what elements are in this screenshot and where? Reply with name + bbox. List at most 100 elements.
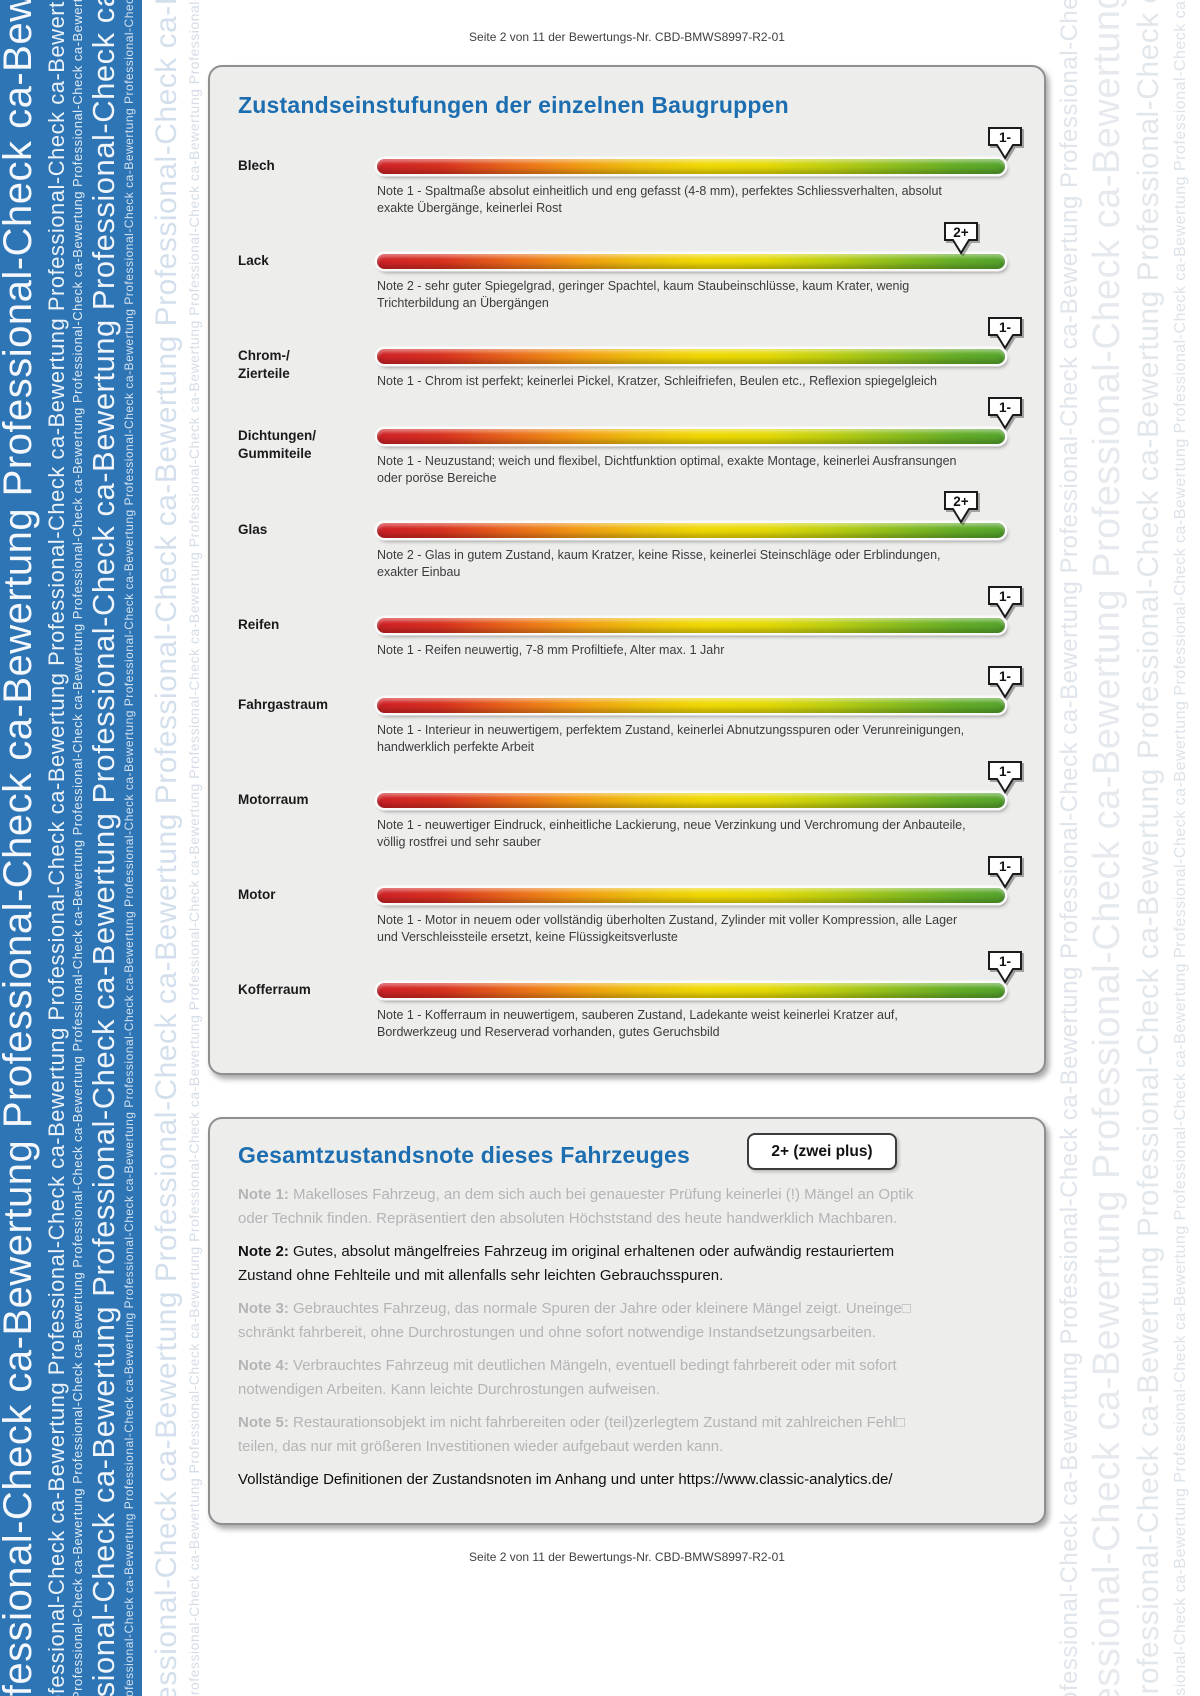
rating-row-blech: Blech 1- Note 1 - Spaltmaße absolut einh… xyxy=(210,127,1044,249)
row-label: Chrom-/ Zierteile xyxy=(238,348,290,381)
grade-badge-text: 1- xyxy=(999,589,1011,604)
note-text: Gutes, absolut mängelfreies Fahrzeug im … xyxy=(238,1243,895,1284)
grade-badge-shape xyxy=(988,127,1022,160)
note-text: Verbrauchtes Fahrzeug mit deutlichen Män… xyxy=(238,1357,897,1398)
condition-gradient-bar: 1- xyxy=(377,856,1022,903)
grade-badge-shape xyxy=(988,666,1022,699)
condition-gradient-bar: 1- xyxy=(377,586,1022,633)
note-definition-1: Note 1: Makelloses Fahrzeug, an dem sich… xyxy=(238,1183,1016,1231)
page-footer-text: Seite 2 von 11 der Bewertungs-Nr. CBD-BM… xyxy=(469,1550,785,1564)
rating-row-glas: Glas 2+ Note 2 - Glas in gutem Zustand, … xyxy=(210,491,1044,613)
page-header-text: Seite 2 von 11 der Bewertungs-Nr. CBD-BM… xyxy=(469,30,785,44)
panel-title: Zustandseinstufungen der einzelnen Baugr… xyxy=(238,92,789,118)
bg-watermark-column: Professional-Check ca-Bewertung Professi… xyxy=(1132,0,1165,1696)
rating-row-motor: Motor 1- Note 1 - Motor in neuem oder vo… xyxy=(210,856,1044,978)
bg-watermark-column: Professional-Check ca-Bewertung Professi… xyxy=(1086,0,1128,1696)
grade-badge-shape xyxy=(988,951,1022,984)
overall-grade-badge: 2+ (zwei plus) xyxy=(747,1133,897,1170)
row-label: Reifen xyxy=(238,617,280,632)
sidebar-watermark-column: Professional-Check ca-Bewertung Professi… xyxy=(86,0,121,1696)
definitions-text: Vollständige Definitionen der Zustandsno… xyxy=(238,1471,679,1488)
condition-gradient-bar: 1- xyxy=(377,761,1022,808)
note-label: Note 4: xyxy=(238,1357,289,1374)
row-label: Kofferraum xyxy=(238,982,311,997)
row-label: Blech xyxy=(238,158,275,173)
rating-row-reifen: Reifen 1- Note 1 - Reifen neuwertig, 7-8… xyxy=(210,586,1044,708)
grade-badge-shape xyxy=(988,856,1022,889)
condition-gradient-bar: 1- xyxy=(377,951,1022,998)
overall-grade-text: 2+ (zwei plus) xyxy=(771,1142,873,1160)
panel-condition-ratings: Zustandseinstufungen der einzelnen Baugr… xyxy=(208,65,1046,1075)
rating-row-motorraum: Motorraum 1- Note 1 - neuwertiger Eindru… xyxy=(210,761,1044,883)
condition-gradient-bar: 1- xyxy=(377,666,1022,713)
rating-row-lack: Lack 2+ Note 2 - sehr guter Spiegelgrad,… xyxy=(210,222,1044,344)
grade-badge: 1- xyxy=(988,127,1022,160)
grade-badge-text: 1- xyxy=(999,954,1011,969)
panel-title: Gesamtzustandsnote dieses Fahrzeuges xyxy=(238,1142,691,1168)
row-label: Motorraum xyxy=(238,792,309,807)
note-label: Note 5: xyxy=(238,1414,289,1431)
grade-badge-shape xyxy=(944,491,979,524)
note-text: Restaurationsobjekt im nicht fahrbereite… xyxy=(238,1414,905,1455)
grade-badge-shape xyxy=(988,586,1022,619)
row-label: Lack xyxy=(238,253,269,268)
grade-badge: 1- xyxy=(988,397,1022,430)
grade-badge-shape xyxy=(988,317,1022,350)
panel-overall-grade: Gesamtzustandsnote dieses Fahrzeuges 2+ … xyxy=(208,1117,1046,1525)
rating-row-fahrgastraum: Fahrgastraum 1- Note 1 - Interieur in ne… xyxy=(210,666,1044,788)
row-note: Note 1 - Interieur in neuwertigem, perfe… xyxy=(377,723,965,754)
row-label: Motor xyxy=(238,887,276,902)
note-label: Note 2: xyxy=(238,1243,289,1260)
rating-row-chrom-zierteile: Chrom-/ Zierteile 1- Note 1 - Chrom ist … xyxy=(210,317,1044,439)
grade-badge: 1- xyxy=(988,761,1022,794)
grade-badge: 1- xyxy=(988,317,1022,350)
row-note: Note 1 - Kofferraum in neuwertigem, saub… xyxy=(377,1008,898,1039)
grade-badge-shape xyxy=(988,397,1022,430)
sidebar-watermark-column: Professional-Check ca-Bewertung Professi… xyxy=(0,0,40,1696)
sidebar-watermark-column: Professional-Check ca-Bewertung Professi… xyxy=(122,0,136,1696)
grade-badge-shape xyxy=(944,222,979,255)
rating-row-dichtungen-gummiteile: Dichtungen/ Gummiteile 1- Note 1 - Neuzu… xyxy=(210,397,1044,519)
footer-definitions-line: Vollständige Definitionen der Zustandsno… xyxy=(238,1468,1016,1492)
note-label: Note 1: xyxy=(238,1186,289,1203)
condition-gradient-bar: 2+ xyxy=(377,222,1005,269)
note-definition-5: Note 5: Restaurationsobjekt im nicht fah… xyxy=(238,1411,1016,1459)
condition-gradient-bar: 1- xyxy=(377,127,1022,174)
grade-badge-text: 2+ xyxy=(953,494,969,509)
note-label: Note 3: xyxy=(238,1300,289,1317)
grade-badge-text: 1- xyxy=(999,320,1011,335)
rating-row-kofferraum: Kofferraum 1- Note 1 - Kofferraum in neu… xyxy=(210,951,1044,1073)
grade-badge-text: 1- xyxy=(999,400,1011,415)
grade-badge-text: 1- xyxy=(999,764,1011,779)
grade-badge-shape xyxy=(988,761,1022,794)
note-definition-3: Note 3: Gebrauchtes Fahrzeug, das normal… xyxy=(238,1297,1016,1345)
bg-watermark-column: Professional-Check ca-Bewertung Professi… xyxy=(1056,0,1083,1696)
bg-watermark-column: Professional-Check ca-Bewertung Professi… xyxy=(1172,0,1189,1696)
grade-badge: 2+ xyxy=(944,491,979,524)
grade-badge-text: 1- xyxy=(999,859,1011,874)
note-definition-4: Note 4: Verbrauchtes Fahrzeug mit deutli… xyxy=(238,1354,1016,1402)
row-note: Note 1 - neuwertiger Eindruck, einheitli… xyxy=(377,818,966,849)
grade-badge: 2+ xyxy=(944,222,979,255)
condition-gradient-bar: 1- xyxy=(377,397,1022,444)
row-note: Note 1 - Spaltmaße absolut einheitlich u… xyxy=(377,184,942,215)
grade-definitions: Note 1: Makelloses Fahrzeug, an dem sich… xyxy=(238,1183,1016,1507)
condition-gradient-bar: 1- xyxy=(377,317,1022,364)
grade-badge: 1- xyxy=(988,586,1022,619)
grade-badge: 1- xyxy=(988,666,1022,699)
row-note: Note 1 - Neuzustand; weich und flexibel,… xyxy=(377,454,957,485)
row-note: Note 1 - Reifen neuwertig, 7-8 mm Profil… xyxy=(377,643,725,657)
row-note: Note 1 - Chrom ist perfekt; keinerlei Pi… xyxy=(377,374,937,388)
sidebar-watermark-column: Professional-Check ca-Bewertung Professi… xyxy=(44,0,69,1696)
row-label: Fahrgastraum xyxy=(238,697,329,712)
definitions-link[interactable]: https://www.classic-analytics.de/ xyxy=(678,1471,893,1488)
grade-badge-text: 2+ xyxy=(953,225,969,240)
condition-gradient-bar: 2+ xyxy=(377,491,1005,538)
brand-sidebar: Professional-Check ca-Bewertung Professi… xyxy=(0,0,142,1696)
bg-watermark-column: Professional-Check ca-Bewertung Professi… xyxy=(150,0,183,1696)
note-text: Makelloses Fahrzeug, an dem sich auch be… xyxy=(238,1186,914,1227)
note-text: Gebrauchtes Fahrzeug, das normale Spuren… xyxy=(238,1300,911,1341)
bg-watermark-column: Professional-Check ca-Bewertung Professi… xyxy=(186,0,202,1696)
grade-badge: 1- xyxy=(988,951,1022,984)
grade-badge-text: 1- xyxy=(999,130,1011,145)
